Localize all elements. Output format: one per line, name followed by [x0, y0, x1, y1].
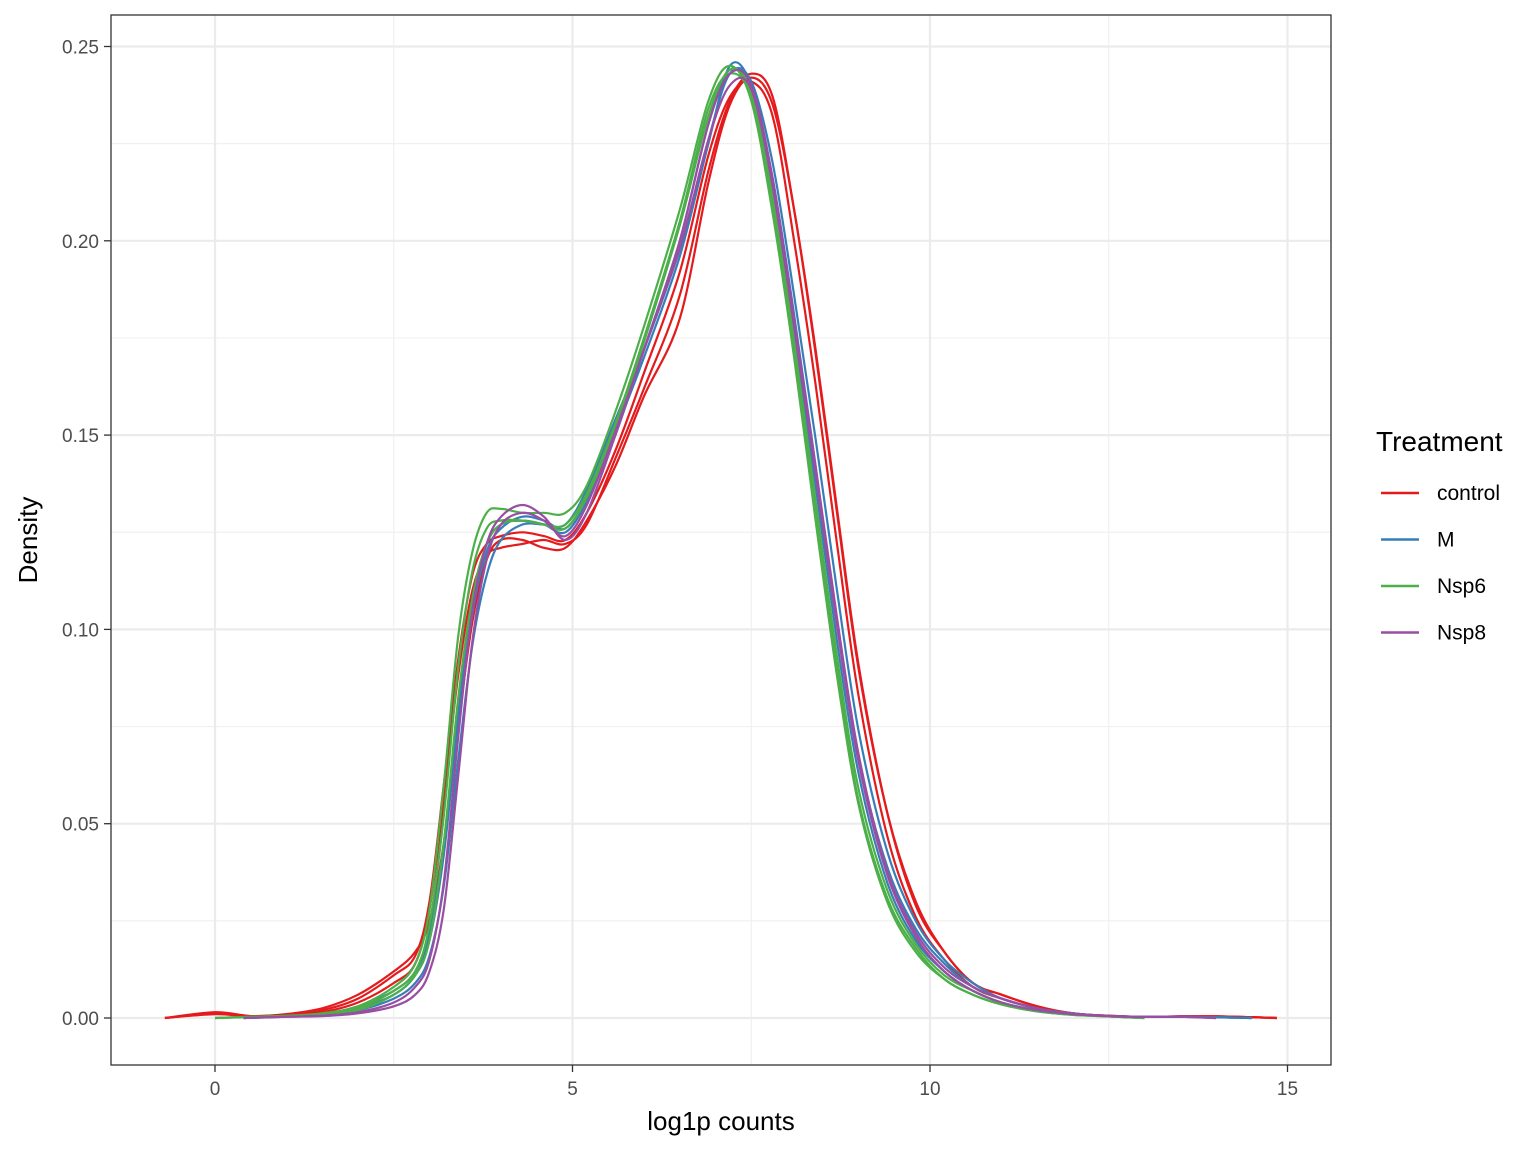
- y-tick-label: 0.20: [62, 232, 99, 253]
- x-tick-label: 10: [919, 1079, 940, 1100]
- legend-items: control M Nsp6 Nsp8: [1381, 482, 1500, 645]
- y-tick-label: 0.05: [62, 815, 99, 836]
- legend-label-nsp8: Nsp8: [1437, 622, 1486, 645]
- density-line-nsp6: [214, 72, 1145, 1020]
- x-tick-label: 15: [1277, 1079, 1298, 1100]
- axis-layer: 0 5 10 15 0.00 0.05 0.10 0.15 0.20 0.25: [62, 38, 1298, 1101]
- y-axis-title: Density: [13, 497, 43, 584]
- legend-label-m: M: [1437, 529, 1455, 552]
- y-tick-label: 0.10: [62, 620, 99, 641]
- density-line-nsp8: [243, 76, 1217, 1020]
- series-layer: [164, 61, 1277, 1020]
- panel-background: [111, 15, 1331, 1065]
- x-tick-label: 0: [210, 1079, 221, 1100]
- y-tick-label: 0.00: [62, 1009, 99, 1030]
- grid-layer: [111, 15, 1331, 1065]
- y-tick-label: 0.25: [62, 38, 99, 59]
- legend: Treatment control M Nsp6 Nsp8: [1376, 426, 1503, 645]
- y-tick-label: 0.15: [62, 426, 99, 447]
- legend-title: Treatment: [1376, 426, 1503, 457]
- density-line-nsp6: [214, 64, 1145, 1020]
- legend-label-control: control: [1437, 482, 1500, 505]
- x-axis-title: log1p counts: [647, 1106, 794, 1136]
- legend-label-nsp6: Nsp6: [1437, 575, 1486, 598]
- density-line-nsp8: [243, 68, 1217, 1020]
- x-tick-label: 5: [567, 1079, 578, 1100]
- panel-border: [110, 14, 1332, 1066]
